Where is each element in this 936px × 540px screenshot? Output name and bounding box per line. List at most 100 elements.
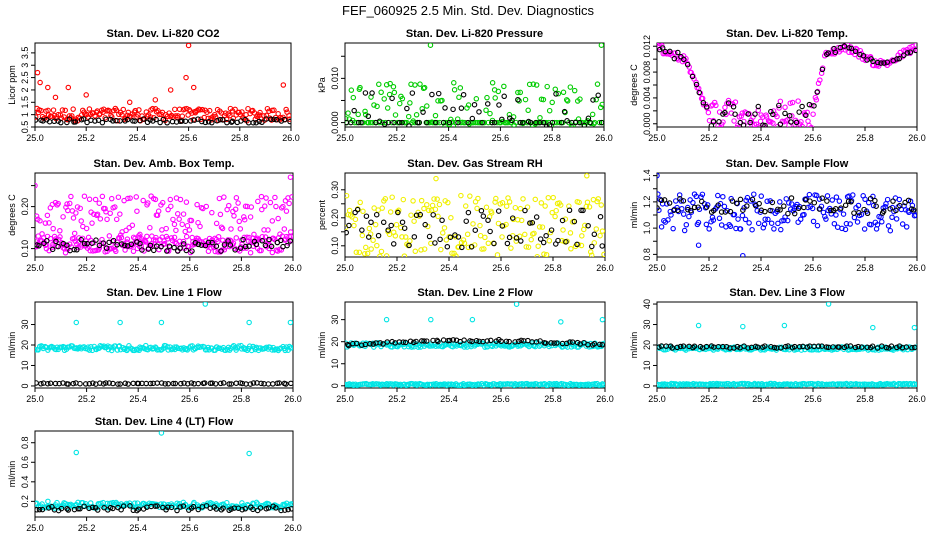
data-point bbox=[281, 116, 288, 123]
data-point bbox=[70, 106, 76, 112]
data-point bbox=[582, 222, 588, 229]
data-point bbox=[68, 193, 74, 200]
data-point bbox=[705, 109, 712, 116]
data-point bbox=[183, 74, 189, 81]
data-point bbox=[836, 344, 842, 350]
data-point bbox=[55, 200, 61, 207]
data-point bbox=[451, 87, 458, 93]
x-tick-label: 25.6 bbox=[804, 394, 822, 404]
data-point bbox=[894, 56, 900, 62]
data-point bbox=[494, 252, 501, 257]
data-point bbox=[393, 221, 400, 228]
data-point bbox=[839, 225, 845, 232]
data-point bbox=[435, 338, 441, 345]
data-point bbox=[437, 236, 443, 243]
data-point bbox=[399, 95, 406, 102]
data-point bbox=[36, 506, 43, 513]
y-axis-label: ml/min bbox=[7, 332, 17, 359]
data-point bbox=[118, 234, 125, 241]
data-point bbox=[45, 84, 51, 91]
data-point bbox=[247, 249, 254, 256]
chart-panel-4: Stan. Dev. Amb. Box Temp. 25.0 25.2 25.4 25.… bbox=[7, 158, 302, 273]
x-tick-label: 26.0 bbox=[596, 263, 614, 273]
data-point bbox=[461, 337, 467, 343]
data-point bbox=[749, 196, 756, 203]
chart-panel-2: Stan. Dev. Li-820 Pressure 25.0 25.2 25.4 25… bbox=[317, 28, 613, 143]
data-point bbox=[275, 215, 281, 222]
data-point bbox=[58, 505, 65, 512]
data-point bbox=[741, 118, 747, 125]
data-point bbox=[591, 341, 598, 347]
data-point bbox=[680, 343, 687, 349]
data-point bbox=[855, 343, 861, 350]
data-point bbox=[563, 97, 570, 103]
data-point bbox=[273, 505, 279, 511]
data-point bbox=[684, 204, 691, 211]
data-point bbox=[110, 237, 117, 244]
data-point bbox=[187, 249, 194, 256]
data-point bbox=[814, 222, 821, 229]
data-point bbox=[476, 109, 482, 115]
data-point bbox=[130, 234, 137, 241]
data-point bbox=[712, 381, 719, 388]
data-point bbox=[548, 227, 555, 233]
data-point bbox=[836, 198, 843, 204]
data-point bbox=[813, 97, 820, 103]
data-point bbox=[139, 247, 145, 253]
data-point bbox=[362, 108, 368, 115]
data-point bbox=[594, 198, 600, 205]
data-point bbox=[357, 199, 363, 206]
data-point bbox=[410, 198, 416, 204]
data-point bbox=[551, 119, 558, 126]
data-point bbox=[412, 82, 418, 88]
data-point bbox=[889, 214, 895, 221]
data-point bbox=[102, 205, 108, 212]
data-point bbox=[258, 247, 264, 254]
data-point bbox=[288, 344, 293, 351]
data-point bbox=[418, 247, 424, 253]
data-point bbox=[127, 195, 133, 201]
data-point bbox=[348, 119, 354, 126]
data-point bbox=[742, 216, 749, 223]
data-point bbox=[409, 90, 416, 96]
data-point bbox=[79, 242, 85, 248]
data-point bbox=[257, 109, 263, 116]
data-point bbox=[571, 218, 578, 225]
data-point bbox=[563, 340, 570, 347]
data-point bbox=[439, 97, 445, 104]
data-point bbox=[357, 84, 363, 91]
y-tick-label: 2.5 bbox=[20, 71, 30, 84]
data-point bbox=[462, 203, 469, 209]
data-point bbox=[405, 113, 412, 120]
data-point bbox=[533, 82, 540, 88]
y-tick-label: 0.010 bbox=[330, 67, 340, 90]
data-point bbox=[38, 381, 44, 387]
data-point bbox=[414, 119, 421, 126]
data-point bbox=[558, 319, 564, 325]
data-point bbox=[282, 507, 288, 513]
data-point bbox=[167, 87, 174, 93]
data-point bbox=[473, 337, 480, 344]
data-point bbox=[516, 98, 522, 104]
data-point bbox=[282, 236, 289, 242]
chart-title: Stan. Dev. Line 2 Flow bbox=[417, 287, 533, 299]
data-point bbox=[222, 110, 229, 116]
y-tick-label: 0.2 bbox=[20, 495, 30, 508]
x-tick-label: 25.2 bbox=[700, 263, 718, 273]
data-point bbox=[781, 203, 787, 209]
data-point bbox=[160, 116, 167, 123]
data-point bbox=[158, 380, 165, 386]
data-point bbox=[353, 340, 360, 347]
data-point bbox=[81, 193, 88, 199]
data-point bbox=[271, 116, 277, 123]
data-point bbox=[286, 200, 292, 207]
data-point bbox=[60, 214, 66, 220]
data-point bbox=[392, 233, 399, 239]
data-point bbox=[830, 344, 836, 350]
data-point bbox=[174, 507, 180, 514]
data-point bbox=[269, 249, 276, 256]
data-point bbox=[875, 59, 881, 66]
data-point bbox=[471, 101, 478, 108]
data-point bbox=[429, 202, 436, 209]
data-point bbox=[483, 204, 490, 211]
